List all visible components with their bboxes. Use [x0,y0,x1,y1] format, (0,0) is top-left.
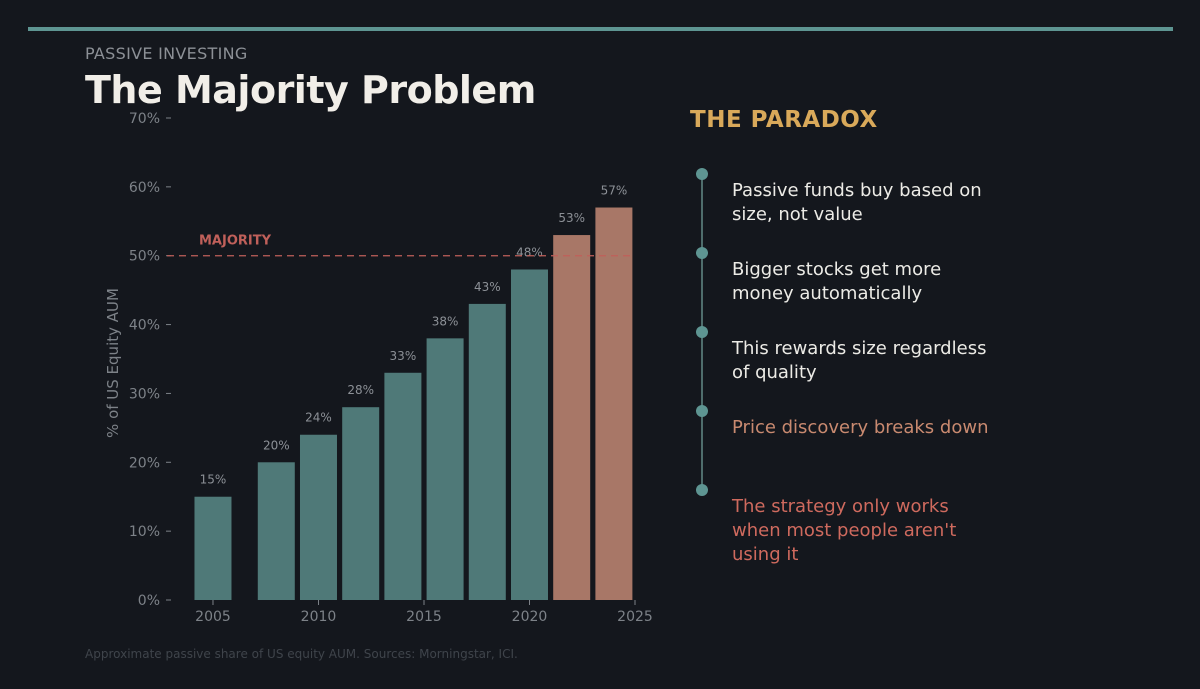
bar [510,269,548,600]
bar-value-label: 20% [263,438,290,452]
x-tick-label: 2020 [512,609,548,625]
bar [468,303,506,600]
top-accent-rule [28,27,1173,31]
y-tick-label: 40% [129,318,160,334]
bar-value-label: 53% [558,211,585,225]
timeline-dot [696,247,708,259]
bar [299,434,337,600]
bar-value-label: 24% [305,411,332,425]
eyebrow-label: PASSIVE INVESTING [85,44,248,63]
paradox-item-text: The strategy only works when most people… [732,496,957,565]
y-tick-label: 50% [129,249,160,265]
x-tick-label: 2015 [406,609,442,625]
y-tick-label: 70% [129,111,160,127]
y-tick-label: 60% [129,180,160,196]
bar-value-label: 15% [200,473,227,487]
bar-value-label: 28% [347,383,374,397]
page-title: The Majority Problem [85,68,536,112]
bar-value-label: 33% [390,349,417,363]
bar-chart: 0% 10% 20% 30% 40% 50% 60% 70% % of US Equity AU… [104,111,653,625]
bar-value-label: 43% [474,280,501,294]
bar [553,235,591,601]
majority-label: MAJORITY [199,234,272,249]
y-tick-label: 20% [129,455,160,471]
bar-value-label: 38% [432,314,459,328]
paradox-item-text: Bigger stocks get more money automatical… [732,259,942,304]
timeline-dot [696,484,708,496]
y-tick-label: 0% [138,593,160,609]
y-tick-label: 10% [129,524,160,540]
x-tick-label: 2025 [617,609,653,625]
bar [426,338,464,600]
timeline-dot [696,326,708,338]
timeline-dot [696,168,708,180]
y-axis-label: % of US Equity AUM [104,288,122,438]
bar [342,407,380,600]
x-tick-label: 2005 [195,609,231,625]
bar [257,462,295,600]
bar-value-label: 48% [516,245,543,259]
paradox-item-text: This rewards size regardless of quality [732,338,987,383]
bar [384,372,422,600]
bar [194,496,232,600]
bar [595,207,633,600]
x-tick-label: 2010 [301,609,337,625]
paradox-item-text: Price discovery breaks down [732,417,989,438]
paradox-title: THE PARADOX [690,107,878,133]
paradox-item-text: Passive funds buy based on size, not val… [732,180,982,225]
y-tick-label: 30% [129,386,160,402]
footnote: Approximate passive share of US equity A… [85,647,518,661]
bar-value-label: 57% [601,184,628,198]
timeline-dot [696,405,708,417]
